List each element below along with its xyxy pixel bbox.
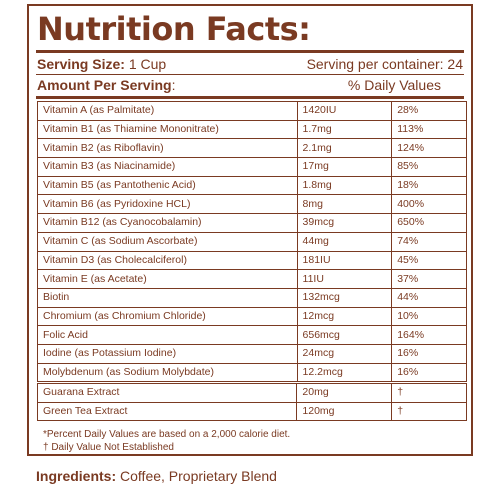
table-row: Vitamin B1 (as Thiamine Mononitrate) 1.7m…: [37, 119, 467, 140]
table-row: Green Tea Extract 120mg †: [36, 401, 467, 422]
nutrient-amount: 1.8mg: [296, 175, 393, 196]
nutrient-daily-value: 45%: [391, 250, 467, 271]
servings-per-container: Serving per container: 24: [306, 56, 463, 72]
nutrient-daily-value: 10%: [391, 306, 467, 327]
nutrient-name: Vitamin D3 (as Cholecalciferol): [37, 250, 298, 271]
nutrient-amount: 20mg: [296, 383, 393, 403]
nutrient-daily-value: 85%: [391, 157, 467, 177]
nutrient-amount: 12.2mcg: [296, 362, 393, 383]
table-row: Vitamin C (as Sodium Ascorbate) 44mg 74%: [37, 231, 467, 252]
nutrient-amount: 1420IU: [296, 101, 393, 121]
nutrient-daily-value: 16%: [391, 343, 467, 364]
amount-per-serving: Amount Per Serving:: [37, 75, 175, 95]
nutrient-name: Vitamin B12 (as Cyanocobalamin): [37, 213, 298, 233]
table-row: Vitamin B12 (as Cyanocobalamin) 39mcg 650%: [37, 213, 467, 233]
nutrient-daily-value: 16%: [391, 362, 467, 383]
table-row: Vitamin B3 (as Niacinamide) 17mg 85%: [37, 157, 467, 177]
table-row: Chromium (as Chromium Chloride) 12mcg 10%: [37, 306, 467, 327]
nutrient-amount: 656mcg: [296, 325, 393, 345]
panel-title: Nutrition Facts:: [37, 10, 311, 48]
nutrient-amount: 132mcg: [296, 287, 393, 308]
nutrition-facts-panel: Nutrition Facts: Serving Size: 1 Cup Ser…: [27, 4, 473, 456]
table-row: Iodine (as Potassium Iodine) 24mcg 16%: [37, 343, 467, 364]
title-divider: [36, 50, 464, 53]
ingredients-label: Ingredients:: [36, 468, 117, 484]
table-row: Biotin 132mcg 44%: [37, 287, 467, 308]
nutrient-name: Chromium (as Chromium Chloride): [37, 306, 298, 327]
nutrient-daily-value: 28%: [391, 101, 467, 121]
nutrient-amount: 39mcg: [296, 213, 393, 233]
nutrient-amount: 120mg: [296, 401, 393, 422]
nutrient-amount: 8mg: [296, 194, 393, 215]
serving-size-value: 1 Cup: [128, 56, 167, 72]
nutrient-name: Vitamin A (as Palmitate): [37, 101, 298, 121]
amount-colon: :: [171, 77, 176, 93]
footnotes: *Percent Daily Values are based on a 2,0…: [43, 428, 290, 454]
nutrient-daily-value: 18%: [391, 175, 467, 196]
nutrient-name: Vitamin B6 (as Pyridoxine HCL): [37, 194, 298, 215]
nutrient-daily-value: 37%: [391, 269, 467, 289]
ingredients-value: Coffee, Proprietary Blend: [120, 468, 277, 484]
table-row: Molybdenum (as Sodium Molybdate) 12.2mcg 1…: [37, 362, 467, 383]
table-row: Vitamin D3 (as Cholecalciferol) 181IU 45%: [37, 250, 467, 271]
table-row: Vitamin A (as Palmitate) 1420IU 28%: [37, 101, 467, 121]
serving-divider: [36, 74, 464, 75]
table-row: Vitamin E (as Acetate) 11IU 37%: [37, 269, 467, 289]
nutrient-amount: 181IU: [296, 250, 393, 271]
nutrient-daily-value: 113%: [391, 119, 467, 140]
table-row: Guarana Extract 20mg †: [36, 383, 467, 403]
nutrient-daily-value: 74%: [391, 231, 467, 252]
header-divider: [36, 96, 464, 99]
footnote-dagger: † Daily Value Not Established: [43, 442, 174, 453]
serving-info-row: Serving Size: 1 Cup Serving per containe…: [37, 54, 463, 74]
table-row: Vitamin B2 (as Riboflavin) 2.1mg 124%: [37, 138, 467, 159]
nutrient-daily-value: 124%: [391, 138, 467, 159]
nutrient-name: Vitamin B1 (as Thiamine Mononitrate): [37, 119, 298, 140]
nutrient-name: Vitamin B3 (as Niacinamide): [37, 157, 298, 177]
nutrient-name: Iodine (as Potassium Iodine): [37, 343, 298, 364]
amount-header-row: Amount Per Serving: % Daily Values: [37, 75, 463, 95]
nutrient-daily-value: †: [391, 383, 467, 403]
nutrient-amount: 1.7mg: [296, 119, 393, 140]
nutrient-name: Molybdenum (as Sodium Molybdate): [37, 362, 298, 383]
table-row: Vitamin B5 (as Pantothenic Acid) 1.8mg 18%: [37, 175, 467, 196]
nutrient-name: Vitamin B5 (as Pantothenic Acid): [37, 175, 298, 196]
nutrient-name: Green Tea Extract: [36, 401, 298, 422]
nutrient-amount: 44mg: [296, 231, 393, 252]
nutrient-daily-value: 44%: [391, 287, 467, 308]
nutrient-name: Vitamin C (as Sodium Ascorbate): [37, 231, 298, 252]
nutrient-daily-value: 164%: [391, 325, 467, 345]
nutrient-amount: 12mcg: [296, 306, 393, 327]
daily-values-header: % Daily Values: [347, 77, 441, 93]
table-row: Folic Acid 656mcg 164%: [37, 325, 467, 345]
nutrient-daily-value: †: [391, 401, 467, 422]
nutrient-name: Guarana Extract: [36, 383, 298, 403]
amount-per-serving-label: Amount Per Serving: [37, 77, 172, 93]
nutrient-daily-value: 650%: [391, 213, 467, 233]
table-row: Vitamin B6 (as Pyridoxine HCL) 8mg 400%: [37, 194, 467, 215]
nutrient-amount: 2.1mg: [296, 138, 393, 159]
serving-size-label: Serving Size:: [37, 56, 125, 72]
ingredients-line: Ingredients: Coffee, Proprietary Blend: [36, 466, 277, 486]
footnote-daily-values: *Percent Daily Values are based on a 2,0…: [43, 429, 291, 440]
extract-table: Guarana Extract 20mg † Green Tea Extract 120…: [36, 383, 467, 422]
nutrient-amount: 11IU: [296, 269, 393, 289]
nutrient-daily-value: 400%: [391, 194, 467, 215]
nutrient-table: Vitamin A (as Palmitate) 1420IU 28% Vitamin…: [37, 101, 467, 383]
nutrient-name: Biotin: [37, 287, 298, 308]
serving-size: Serving Size: 1 Cup: [37, 54, 166, 74]
nutrient-amount: 24mcg: [296, 343, 393, 364]
nutrient-amount: 17mg: [296, 157, 393, 177]
nutrient-name: Vitamin E (as Acetate): [37, 269, 298, 289]
nutrient-name: Vitamin B2 (as Riboflavin): [37, 138, 298, 159]
nutrient-name: Folic Acid: [37, 325, 298, 345]
